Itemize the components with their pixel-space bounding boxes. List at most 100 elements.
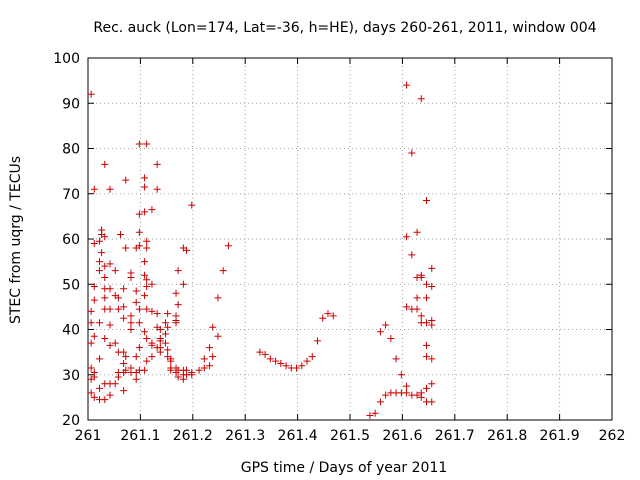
data-point xyxy=(403,382,411,390)
x-tick-label: 261.5 xyxy=(330,428,370,444)
data-point xyxy=(120,348,128,356)
data-point xyxy=(127,319,135,327)
data-point xyxy=(403,81,411,89)
data-point xyxy=(371,409,379,417)
data-point xyxy=(413,305,421,313)
data-point xyxy=(143,357,151,365)
data-point xyxy=(423,280,431,288)
data-point xyxy=(179,280,187,288)
data-point xyxy=(120,303,128,311)
data-point xyxy=(90,296,98,304)
data-point xyxy=(403,303,411,311)
data-point xyxy=(148,280,156,288)
data-point xyxy=(135,344,143,352)
data-point xyxy=(111,380,119,388)
data-point xyxy=(376,328,384,336)
data-point xyxy=(423,294,431,302)
x-tick-label: 261.8 xyxy=(487,428,527,444)
data-point xyxy=(101,262,109,270)
data-point xyxy=(141,258,149,266)
data-point xyxy=(101,233,109,241)
data-point xyxy=(408,149,416,157)
data-point xyxy=(417,95,425,103)
data-point xyxy=(98,249,106,257)
data-point xyxy=(319,314,327,322)
data-point xyxy=(127,326,135,333)
data-point xyxy=(156,348,164,356)
data-point xyxy=(164,346,172,354)
data-point xyxy=(413,228,421,236)
data-point xyxy=(96,267,104,275)
data-point xyxy=(87,364,95,372)
y-tick-label: 80 xyxy=(62,142,80,158)
x-tick-label: 261.3 xyxy=(225,428,265,444)
data-point xyxy=(101,273,109,281)
data-point xyxy=(141,174,149,182)
data-point xyxy=(141,366,149,374)
data-point xyxy=(120,314,128,322)
data-point xyxy=(141,271,149,279)
x-tick-label: 261.2 xyxy=(173,428,213,444)
data-point xyxy=(408,251,416,259)
data-point xyxy=(143,244,151,252)
data-point xyxy=(135,140,143,148)
y-tick-label: 30 xyxy=(62,368,80,384)
x-tick-label: 261.9 xyxy=(540,428,580,444)
x-tick-label: 261.1 xyxy=(120,428,160,444)
data-point xyxy=(96,355,104,363)
data-point xyxy=(382,391,390,399)
data-point xyxy=(428,321,436,329)
data-point xyxy=(122,366,130,374)
data-point xyxy=(114,294,122,302)
data-point xyxy=(90,373,98,381)
data-point xyxy=(413,294,421,302)
data-point xyxy=(188,371,196,379)
data-point xyxy=(132,298,140,306)
data-point xyxy=(167,366,175,374)
data-point xyxy=(101,335,109,343)
data-point xyxy=(90,283,98,291)
data-point xyxy=(174,267,182,275)
data-point xyxy=(141,208,149,216)
data-point xyxy=(172,319,180,327)
data-point xyxy=(87,339,95,347)
data-point xyxy=(87,319,95,327)
data-point xyxy=(148,353,156,361)
data-point xyxy=(106,321,114,329)
data-point xyxy=(148,341,156,349)
data-point xyxy=(428,264,436,272)
data-point xyxy=(293,364,301,372)
data-point xyxy=(392,355,400,363)
data-point xyxy=(162,339,170,347)
data-point xyxy=(141,292,149,300)
data-point xyxy=(120,387,128,395)
data-point xyxy=(148,206,156,214)
data-point xyxy=(122,353,130,361)
data-point xyxy=(214,332,222,340)
data-point xyxy=(106,285,114,293)
y-tick-label: 20 xyxy=(62,413,80,429)
y-tick-label: 60 xyxy=(62,232,80,248)
data-point xyxy=(167,357,175,365)
data-point xyxy=(206,344,214,352)
data-point xyxy=(87,307,95,315)
data-point xyxy=(143,283,151,291)
data-point xyxy=(96,384,104,392)
data-point xyxy=(111,339,119,347)
data-point xyxy=(417,273,425,281)
data-point xyxy=(303,357,311,365)
data-point xyxy=(120,359,128,367)
data-point xyxy=(87,90,95,98)
data-point xyxy=(106,305,114,313)
data-point xyxy=(413,391,421,399)
data-point xyxy=(256,348,264,356)
data-point xyxy=(423,319,431,327)
data-point xyxy=(135,305,143,313)
data-point xyxy=(423,384,431,392)
data-point xyxy=(156,326,164,333)
x-axis-label: GPS time / Days of year 2011 xyxy=(241,460,448,476)
y-tick-label: 100 xyxy=(53,51,80,67)
data-point xyxy=(153,160,161,168)
data-point xyxy=(87,389,95,397)
